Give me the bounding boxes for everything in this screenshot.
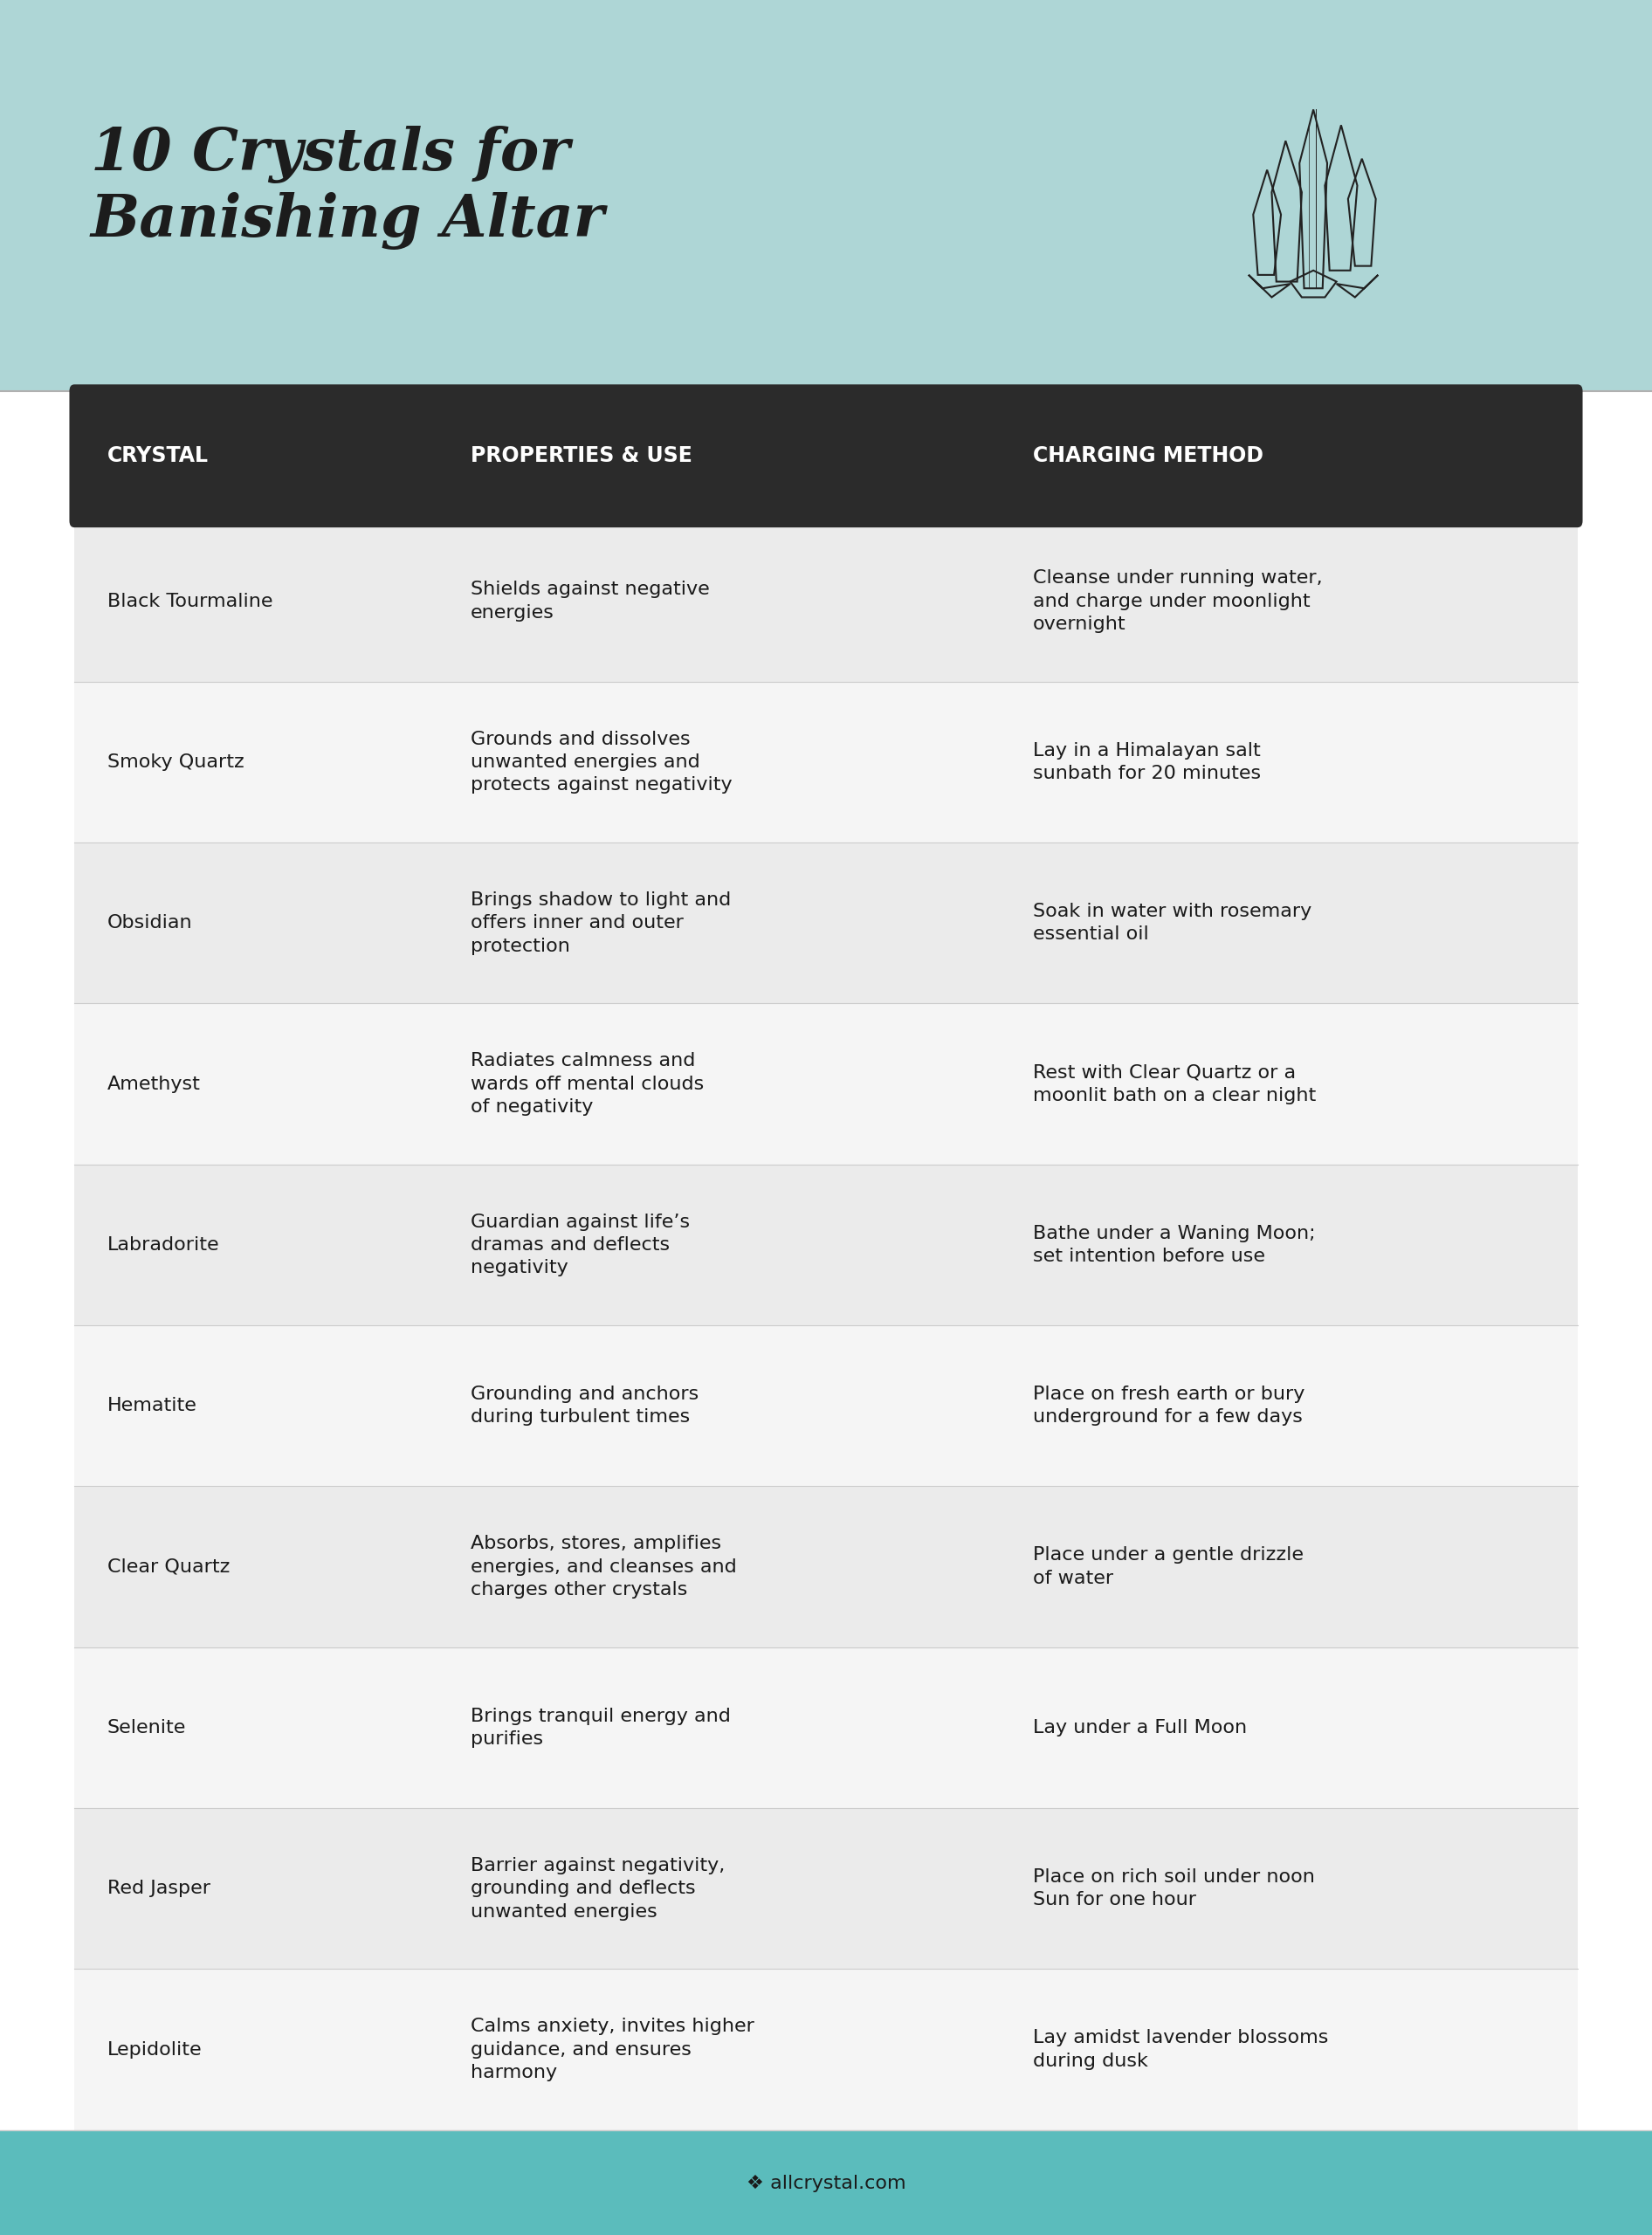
- Text: Black Tourmaline: Black Tourmaline: [107, 592, 273, 610]
- Text: Place on fresh earth or bury
underground for a few days: Place on fresh earth or bury underground…: [1032, 1386, 1305, 1426]
- Text: Guardian against life’s
dramas and deflects
negativity: Guardian against life’s dramas and defle…: [471, 1214, 691, 1276]
- Text: ❖ allcrystal.com: ❖ allcrystal.com: [747, 2175, 905, 2193]
- Text: Absorbs, stores, amplifies
energies, and cleanses and
charges other crystals: Absorbs, stores, amplifies energies, and…: [471, 1535, 737, 1598]
- FancyBboxPatch shape: [69, 384, 1583, 527]
- Text: Red Jasper: Red Jasper: [107, 1880, 210, 1898]
- Text: PROPERTIES & USE: PROPERTIES & USE: [471, 445, 692, 467]
- Text: CHARGING METHOD: CHARGING METHOD: [1032, 445, 1264, 467]
- FancyBboxPatch shape: [74, 1164, 1578, 1325]
- Text: Grounding and anchors
during turbulent times: Grounding and anchors during turbulent t…: [471, 1386, 699, 1426]
- Text: Brings shadow to light and
offers inner and outer
protection: Brings shadow to light and offers inner …: [471, 892, 732, 954]
- FancyBboxPatch shape: [74, 521, 1578, 682]
- Text: Obsidian: Obsidian: [107, 914, 193, 932]
- Text: Lay under a Full Moon: Lay under a Full Moon: [1032, 1719, 1247, 1737]
- Text: Amethyst: Amethyst: [107, 1075, 200, 1093]
- Text: Bathe under a Waning Moon;
set intention before use: Bathe under a Waning Moon; set intention…: [1032, 1225, 1315, 1265]
- Text: Shields against negative
energies: Shields against negative energies: [471, 581, 710, 621]
- Text: Place on rich soil under noon
Sun for one hour: Place on rich soil under noon Sun for on…: [1032, 1868, 1315, 1909]
- FancyBboxPatch shape: [0, 391, 1652, 2130]
- Text: Calms anxiety, invites higher
guidance, and ensures
harmony: Calms anxiety, invites higher guidance, …: [471, 2018, 755, 2081]
- Text: Rest with Clear Quartz or a
moonlit bath on a clear night: Rest with Clear Quartz or a moonlit bath…: [1032, 1064, 1315, 1104]
- Text: Lay amidst lavender blossoms
during dusk: Lay amidst lavender blossoms during dusk: [1032, 2029, 1328, 2070]
- FancyBboxPatch shape: [0, 2130, 1652, 2235]
- FancyBboxPatch shape: [74, 1969, 1578, 2130]
- Text: Clear Quartz: Clear Quartz: [107, 1558, 230, 1576]
- Text: Labradorite: Labradorite: [107, 1236, 220, 1254]
- Text: Radiates calmness and
wards off mental clouds
of negativity: Radiates calmness and wards off mental c…: [471, 1053, 704, 1115]
- FancyBboxPatch shape: [74, 682, 1578, 843]
- Text: Lay in a Himalayan salt
sunbath for 20 minutes: Lay in a Himalayan salt sunbath for 20 m…: [1032, 742, 1260, 782]
- FancyBboxPatch shape: [74, 1486, 1578, 1647]
- Text: Barrier against negativity,
grounding and deflects
unwanted energies: Barrier against negativity, grounding an…: [471, 1857, 725, 1920]
- Text: Hematite: Hematite: [107, 1397, 197, 1415]
- FancyBboxPatch shape: [74, 1004, 1578, 1164]
- FancyBboxPatch shape: [74, 1647, 1578, 1808]
- Text: Smoky Quartz: Smoky Quartz: [107, 753, 244, 771]
- FancyBboxPatch shape: [74, 1325, 1578, 1486]
- FancyBboxPatch shape: [0, 0, 1652, 391]
- Text: CRYSTAL: CRYSTAL: [107, 445, 208, 467]
- Text: 10 Crystals for
Banishing Altar: 10 Crystals for Banishing Altar: [91, 125, 605, 250]
- Text: Place under a gentle drizzle
of water: Place under a gentle drizzle of water: [1032, 1547, 1303, 1587]
- Text: Soak in water with rosemary
essential oil: Soak in water with rosemary essential oi…: [1032, 903, 1312, 943]
- Text: Lepidolite: Lepidolite: [107, 2041, 202, 2058]
- FancyBboxPatch shape: [74, 843, 1578, 1004]
- Text: Brings tranquil energy and
purifies: Brings tranquil energy and purifies: [471, 1708, 730, 1748]
- FancyBboxPatch shape: [74, 1808, 1578, 1969]
- Text: Cleanse under running water,
and charge under moonlight
overnight: Cleanse under running water, and charge …: [1032, 570, 1322, 633]
- Text: Selenite: Selenite: [107, 1719, 187, 1737]
- Text: Grounds and dissolves
unwanted energies and
protects against negativity: Grounds and dissolves unwanted energies …: [471, 731, 732, 793]
